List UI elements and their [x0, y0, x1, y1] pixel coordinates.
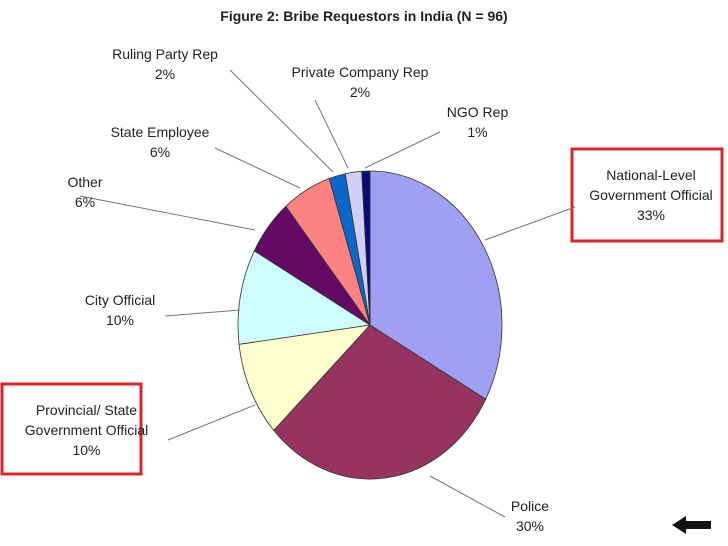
- category-label: State Employee: [110, 124, 210, 140]
- slice-label: Private Company Rep 2%: [285, 62, 435, 102]
- pie-slice: [369, 170, 503, 400]
- leader-line: [164, 309, 241, 317]
- category-label: Other: [67, 174, 103, 190]
- back-arrow[interactable]: [672, 516, 711, 534]
- value-label: 33%: [636, 207, 666, 223]
- slice-label: NGO Rep 1%: [430, 102, 525, 142]
- slice-label: National-Level Government Official 33%: [576, 165, 726, 225]
- chart-title: Figure 2: Bribe Requestors in India (N =…: [220, 8, 508, 24]
- highlight-box: [570, 147, 724, 243]
- category-label: NGO Rep: [446, 104, 509, 120]
- category-label: Ruling Party Rep: [112, 46, 218, 62]
- slice-label: State Employee 6%: [100, 122, 220, 162]
- leader-line: [167, 404, 256, 441]
- slice-label: Provincial/ State Government Official 10%: [4, 400, 169, 460]
- leader-line: [314, 99, 349, 169]
- leader-line: [214, 147, 301, 189]
- leader-line: [484, 206, 576, 241]
- value-label: 2%: [349, 84, 371, 100]
- slice-label: City Official 10%: [70, 290, 170, 330]
- value-label: 30%: [515, 518, 545, 534]
- category-label: City Official: [84, 292, 156, 308]
- leader-line: [229, 69, 334, 173]
- leader-line: [79, 195, 256, 231]
- slice-label: Ruling Party Rep 2%: [100, 44, 230, 84]
- value-label: 6%: [74, 194, 96, 210]
- pie-slice: [273, 324, 487, 480]
- value-label: 2%: [154, 66, 176, 82]
- category-label: Private Company Rep: [291, 64, 429, 80]
- value-label: 6%: [149, 144, 171, 160]
- category-label: Police: [510, 498, 550, 514]
- pie-slice: [361, 170, 371, 326]
- value-label: 10%: [105, 312, 135, 328]
- leader-line: [364, 131, 441, 169]
- leader-line: [429, 475, 506, 518]
- value-label: 1%: [467, 124, 488, 140]
- category-label: National-Level Government Official: [589, 167, 713, 203]
- category-label: Provincial/ State Government Official: [24, 402, 149, 438]
- pie-slice: [238, 324, 372, 432]
- value-label: 10%: [72, 442, 101, 458]
- slice-label: Other 6%: [50, 172, 120, 212]
- highlight-box: [0, 382, 143, 476]
- pie-slice: [237, 250, 372, 345]
- slice-label: Police 30%: [480, 496, 580, 536]
